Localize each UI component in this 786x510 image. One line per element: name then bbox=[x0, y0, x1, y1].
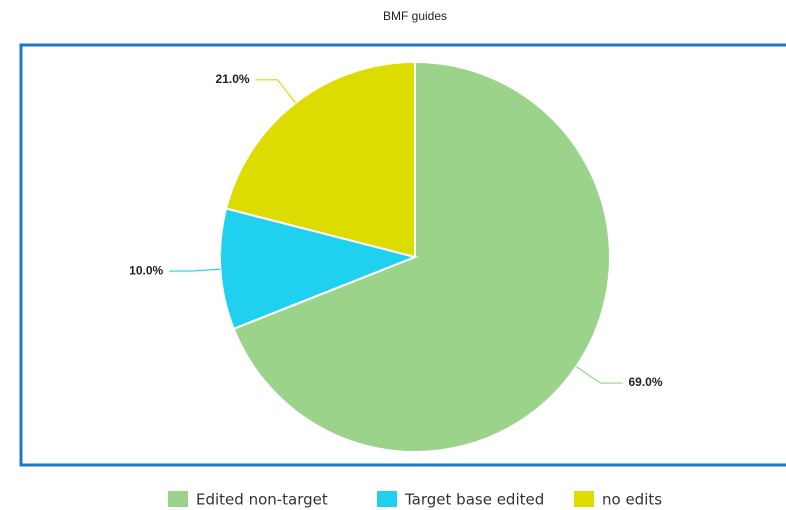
legend-swatch bbox=[574, 491, 594, 507]
legend-swatch bbox=[377, 491, 397, 507]
legend-label: Target base edited bbox=[404, 491, 544, 509]
leader-line bbox=[255, 79, 296, 104]
legend-swatch bbox=[168, 491, 188, 507]
pie-slice bbox=[224, 60, 416, 259]
legend-label: Edited non-target bbox=[196, 491, 328, 509]
value-label: 69.0% bbox=[628, 375, 662, 389]
value-label: 21.0% bbox=[216, 72, 250, 86]
leader-line bbox=[169, 268, 221, 272]
leader-line bbox=[575, 366, 623, 384]
legend-label: no edits bbox=[602, 491, 662, 509]
chart-title: BMF guides bbox=[383, 9, 447, 23]
plot-frame bbox=[19, 43, 786, 467]
value-label: 10.0% bbox=[129, 263, 163, 277]
pie-slice bbox=[232, 60, 611, 453]
pie-slice bbox=[219, 207, 419, 331]
